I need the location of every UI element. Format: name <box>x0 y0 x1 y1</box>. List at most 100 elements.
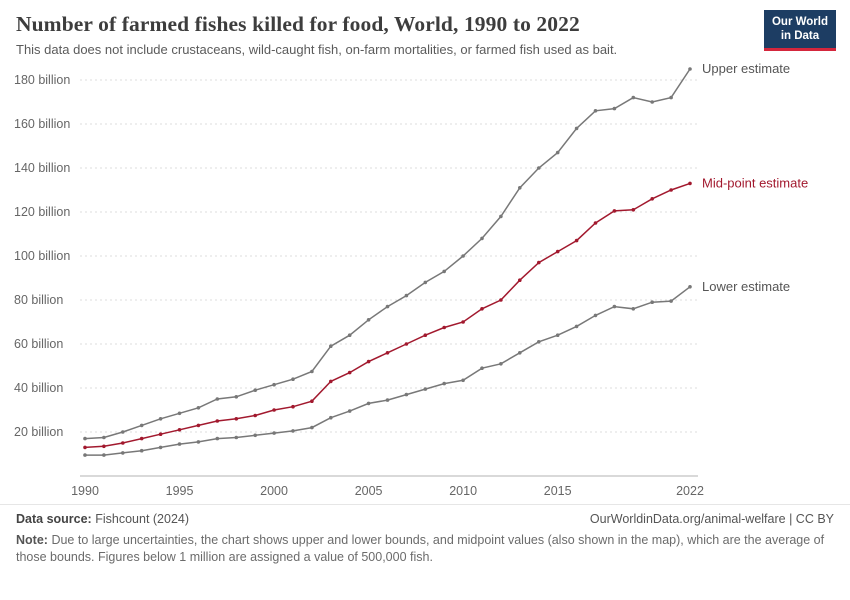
y-tick-label: 160 billion <box>14 117 70 131</box>
data-point-upper-estimate <box>121 430 125 434</box>
data-point-upper-estimate <box>347 333 352 338</box>
data-point-lower-estimate <box>329 415 333 420</box>
data-point-upper-estimate <box>499 214 503 219</box>
data-point-lower-estimate <box>480 366 484 371</box>
data-point-lower-estimate <box>593 313 598 318</box>
data-point-upper-estimate <box>291 377 295 382</box>
y-tick-label: 140 billion <box>14 161 70 175</box>
data-point-mid-point-estimate <box>518 278 522 282</box>
data-point-upper-estimate <box>196 406 201 410</box>
data-point-upper-estimate <box>442 269 447 274</box>
data-point-mid-point-estimate <box>121 441 125 445</box>
data-point-lower-estimate <box>385 398 390 402</box>
data-point-mid-point-estimate <box>291 404 295 409</box>
data-point-upper-estimate <box>158 417 163 421</box>
data-point-upper-estimate <box>366 318 371 322</box>
page-title: Number of farmed fishes killed for food,… <box>16 12 580 36</box>
x-tick-label: 2015 <box>544 484 572 498</box>
data-point-upper-estimate <box>177 411 182 416</box>
footnote: Note: Due to large uncertainties, the ch… <box>16 532 834 566</box>
data-point-lower-estimate <box>291 429 295 433</box>
data-point-mid-point-estimate <box>612 209 617 213</box>
data-point-mid-point-estimate <box>404 342 409 346</box>
data-point-lower-estimate <box>121 451 125 455</box>
credit-link[interactable]: OurWorldinData.org/animal-welfare | CC B… <box>589 512 834 526</box>
series-line-mid-point-estimate <box>84 182 691 449</box>
data-point-upper-estimate <box>612 106 617 111</box>
footnote-label: Note: <box>16 533 48 547</box>
data-point-lower-estimate <box>102 453 106 457</box>
data-point-lower-estimate <box>499 362 503 366</box>
data-point-mid-point-estimate <box>366 359 371 364</box>
data-point-mid-point-estimate <box>593 221 598 225</box>
data-point-lower-estimate <box>650 300 654 304</box>
data-point-mid-point-estimate <box>499 298 503 302</box>
data-point-mid-point-estimate <box>215 419 220 423</box>
data-point-upper-estimate <box>272 382 276 387</box>
line-chart-canvas: 20 billion 40 billion 60 billion 80 billion… <box>14 61 808 498</box>
data-source-label: Data source: <box>16 512 92 526</box>
data-point-mid-point-estimate <box>688 181 692 186</box>
data-point-upper-estimate <box>83 436 87 441</box>
data-point-mid-point-estimate <box>253 413 257 418</box>
data-point-upper-estimate <box>518 186 522 190</box>
page-subtitle: This data does not include crustaceans, … <box>16 42 618 57</box>
data-point-mid-point-estimate <box>158 432 163 437</box>
data-point-mid-point-estimate <box>650 197 654 201</box>
data-point-lower-estimate <box>688 285 692 289</box>
data-point-lower-estimate <box>234 435 239 440</box>
data-point-upper-estimate <box>555 150 560 155</box>
data-point-upper-estimate <box>688 67 692 71</box>
series-line-lower-estimate <box>85 286 691 456</box>
data-point-mid-point-estimate <box>83 445 87 450</box>
x-tick-label: 2005 <box>355 484 383 498</box>
data-point-mid-point-estimate <box>480 307 484 311</box>
data-point-lower-estimate <box>272 431 276 435</box>
data-point-mid-point-estimate <box>347 370 352 375</box>
y-tick-label: 100 billion <box>14 249 70 263</box>
data-point-lower-estimate <box>139 448 144 453</box>
data-point-lower-estimate <box>537 340 541 344</box>
data-source-value: Fishcount (2024) <box>95 512 190 526</box>
chart-header: Number of farmed fishes killed for food,… <box>0 0 850 57</box>
series-label-mid-point-estimate: Mid-point estimate <box>702 175 808 190</box>
owid-logo: Our World in Data <box>763 10 836 51</box>
data-point-upper-estimate <box>669 95 673 100</box>
data-point-mid-point-estimate <box>442 325 447 330</box>
x-tick-label: 2010 <box>449 484 477 498</box>
footnote-text: Due to large uncertainties, the chart sh… <box>16 533 825 564</box>
data-point-lower-estimate <box>366 401 371 406</box>
data-point-lower-estimate <box>631 307 636 311</box>
y-tick-label: 60 billion <box>14 337 63 351</box>
data-point-lower-estimate <box>404 392 409 397</box>
data-point-mid-point-estimate <box>329 379 333 384</box>
data-point-upper-estimate <box>404 293 409 298</box>
x-tick-label: 1995 <box>166 484 194 498</box>
data-point-upper-estimate <box>461 254 465 258</box>
data-point-mid-point-estimate <box>555 249 560 254</box>
data-point-lower-estimate <box>196 440 201 444</box>
data-point-lower-estimate <box>461 378 465 383</box>
data-point-upper-estimate <box>215 397 220 401</box>
y-tick-label: 20 billion <box>14 425 63 439</box>
x-tick-label: 1990 <box>71 484 99 498</box>
data-point-upper-estimate <box>139 423 144 428</box>
data-point-mid-point-estimate <box>537 260 541 265</box>
data-point-mid-point-estimate <box>196 423 201 428</box>
x-tick-label: 2000 <box>260 484 288 498</box>
y-tick-label: 120 billion <box>14 205 70 219</box>
data-point-lower-estimate <box>612 304 617 309</box>
data-point-lower-estimate <box>177 442 182 446</box>
data-point-lower-estimate <box>158 445 163 450</box>
data-point-upper-estimate <box>650 100 654 104</box>
data-point-upper-estimate <box>329 344 333 349</box>
data-point-upper-estimate <box>423 280 428 285</box>
y-tick-label: 40 billion <box>14 381 63 395</box>
series-label-upper-estimate: Upper estimate <box>702 61 790 76</box>
data-point-mid-point-estimate <box>631 208 636 212</box>
data-point-mid-point-estimate <box>574 238 579 243</box>
data-point-lower-estimate <box>518 351 522 355</box>
y-tick-label: 80 billion <box>14 293 63 307</box>
data-point-upper-estimate <box>631 95 636 100</box>
data-point-lower-estimate <box>253 433 257 438</box>
